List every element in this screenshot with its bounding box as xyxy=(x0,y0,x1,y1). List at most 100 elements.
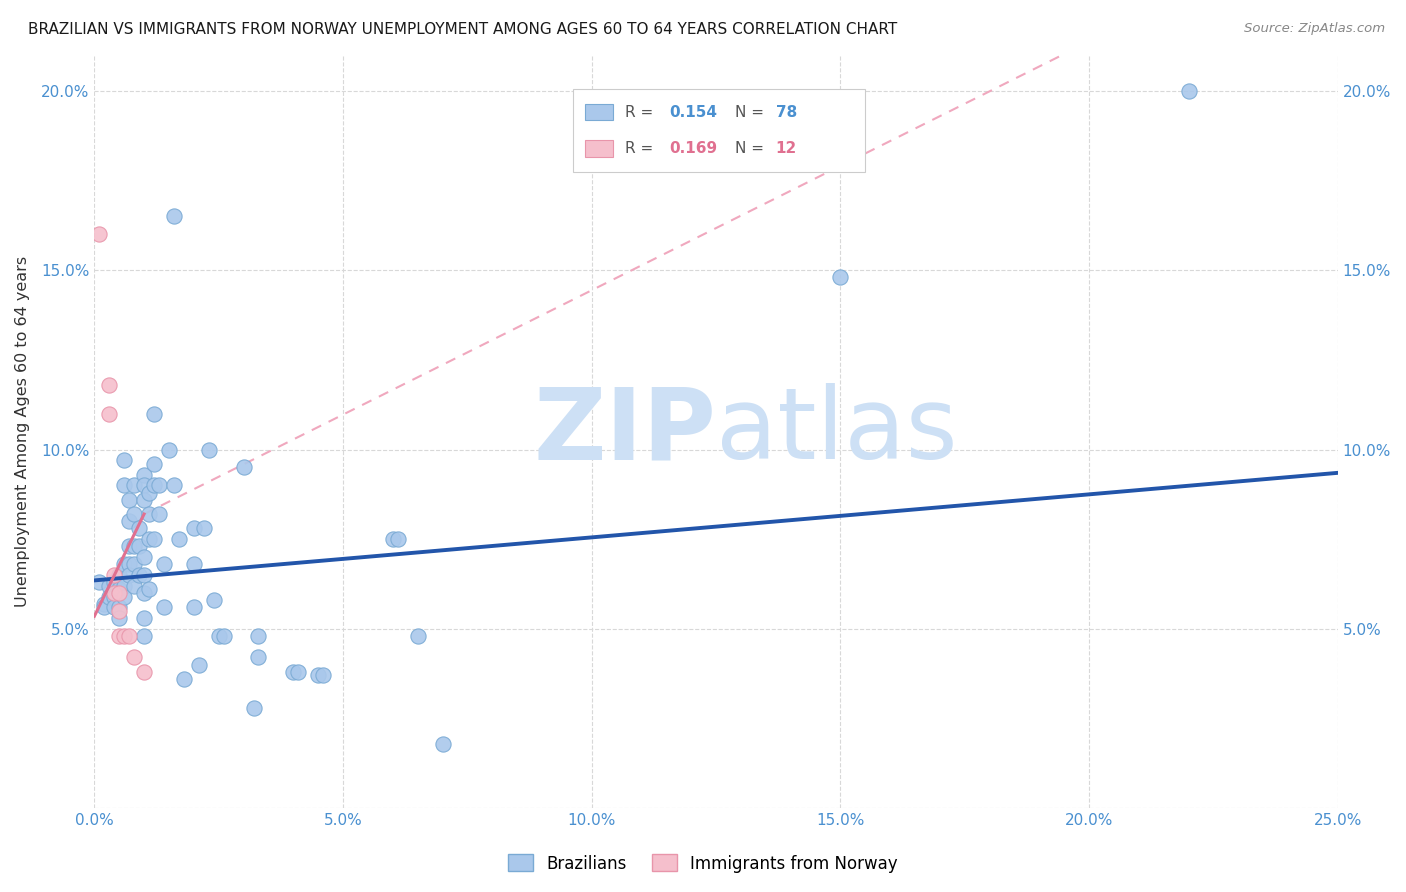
Point xyxy=(132,568,155,582)
Point xyxy=(103,590,125,604)
Point xyxy=(387,532,409,546)
Point xyxy=(108,629,131,643)
Point xyxy=(163,478,186,492)
Point xyxy=(118,539,141,553)
Point xyxy=(112,590,135,604)
Point xyxy=(247,629,270,643)
Point xyxy=(132,492,155,507)
Text: N =: N = xyxy=(735,141,769,156)
Text: atlas: atlas xyxy=(716,383,957,480)
Point xyxy=(287,665,309,679)
Point xyxy=(143,457,166,471)
Point xyxy=(202,593,225,607)
Point xyxy=(163,210,186,224)
Point xyxy=(153,600,176,615)
Point xyxy=(108,582,131,597)
Point xyxy=(312,668,335,682)
Point xyxy=(132,467,155,482)
Point xyxy=(112,478,135,492)
Point xyxy=(103,586,125,600)
Point xyxy=(98,407,121,421)
Point xyxy=(157,442,180,457)
Point xyxy=(112,558,135,572)
Point xyxy=(93,600,115,615)
Point xyxy=(381,532,404,546)
Point xyxy=(830,270,852,285)
Text: 0.169: 0.169 xyxy=(669,141,717,156)
Text: 0.154: 0.154 xyxy=(669,104,717,120)
Point xyxy=(406,629,429,643)
Point xyxy=(108,611,131,625)
Point xyxy=(138,485,160,500)
Point xyxy=(112,453,135,467)
Text: ZIP: ZIP xyxy=(533,383,716,480)
Text: R =: R = xyxy=(626,104,658,120)
Point xyxy=(187,657,209,672)
Point xyxy=(128,568,150,582)
Point xyxy=(98,590,121,604)
Point xyxy=(132,586,155,600)
Point xyxy=(98,378,121,392)
Point xyxy=(193,521,215,535)
Point xyxy=(118,492,141,507)
Point xyxy=(208,629,231,643)
Point xyxy=(112,629,135,643)
Point xyxy=(89,575,111,590)
Y-axis label: Unemployment Among Ages 60 to 64 years: Unemployment Among Ages 60 to 64 years xyxy=(15,256,30,607)
Legend: Brazilians, Immigrants from Norway: Brazilians, Immigrants from Norway xyxy=(502,847,904,880)
Point xyxy=(118,514,141,528)
Point xyxy=(138,582,160,597)
Point xyxy=(307,668,329,682)
FancyBboxPatch shape xyxy=(585,140,613,157)
Point xyxy=(122,539,145,553)
Point xyxy=(112,579,135,593)
Point xyxy=(103,575,125,590)
Point xyxy=(122,579,145,593)
Point xyxy=(197,442,219,457)
Point xyxy=(132,478,155,492)
Point xyxy=(183,600,205,615)
Point xyxy=(93,597,115,611)
Text: N =: N = xyxy=(735,104,769,120)
Point xyxy=(143,532,166,546)
Point xyxy=(128,521,150,535)
Point xyxy=(143,407,166,421)
Point xyxy=(108,604,131,618)
Text: 12: 12 xyxy=(776,141,797,156)
Point xyxy=(122,478,145,492)
Point xyxy=(108,568,131,582)
Point xyxy=(118,568,141,582)
Point xyxy=(212,629,235,643)
Point xyxy=(132,665,155,679)
Point xyxy=(89,227,111,242)
Point xyxy=(118,558,141,572)
FancyBboxPatch shape xyxy=(585,104,613,120)
Point xyxy=(283,665,305,679)
Point xyxy=(173,672,195,686)
Point xyxy=(138,532,160,546)
Point xyxy=(167,532,190,546)
Point xyxy=(242,700,264,714)
Point xyxy=(122,650,145,665)
Point xyxy=(432,737,454,751)
Point xyxy=(132,611,155,625)
Point xyxy=(1177,84,1199,98)
Point xyxy=(148,507,170,521)
Point xyxy=(232,460,254,475)
Point xyxy=(183,521,205,535)
Point xyxy=(148,478,170,492)
Text: BRAZILIAN VS IMMIGRANTS FROM NORWAY UNEMPLOYMENT AMONG AGES 60 TO 64 YEARS CORRE: BRAZILIAN VS IMMIGRANTS FROM NORWAY UNEM… xyxy=(28,22,897,37)
Point xyxy=(128,539,150,553)
Point xyxy=(153,558,176,572)
Point xyxy=(143,478,166,492)
Point xyxy=(108,586,131,600)
Point xyxy=(247,650,270,665)
FancyBboxPatch shape xyxy=(574,89,865,172)
Point xyxy=(122,507,145,521)
Text: Source: ZipAtlas.com: Source: ZipAtlas.com xyxy=(1244,22,1385,36)
Point xyxy=(183,558,205,572)
Point xyxy=(103,600,125,615)
Point xyxy=(138,507,160,521)
Text: R =: R = xyxy=(626,141,658,156)
Point xyxy=(122,558,145,572)
